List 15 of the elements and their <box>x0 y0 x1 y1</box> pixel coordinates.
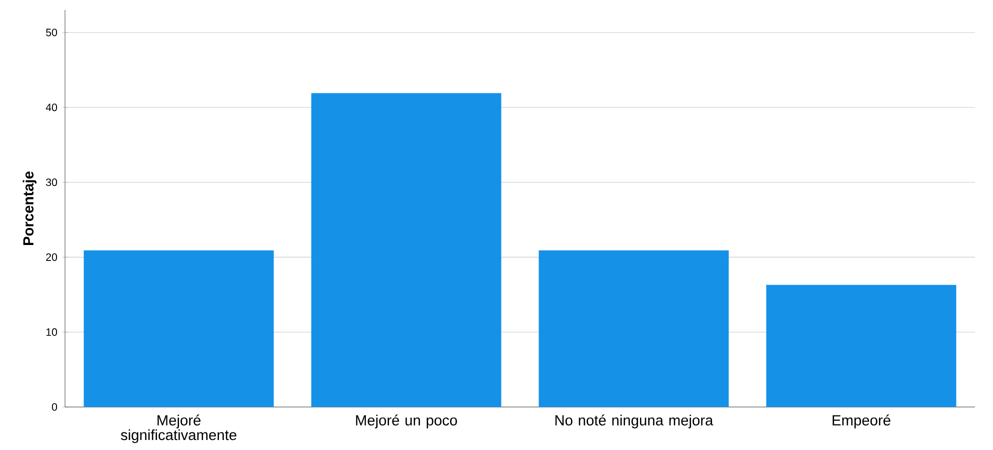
x-tick-label: No noté ninguna mejora <box>555 414 714 428</box>
y-tick-label: 20 <box>46 253 58 261</box>
y-tick-label: 40 <box>46 104 58 112</box>
x-tick-label: Empeoré <box>832 414 890 428</box>
y-tick-label: 10 <box>46 328 58 336</box>
y-tick-label: 30 <box>46 178 58 186</box>
bar <box>538 250 729 407</box>
bar <box>84 250 274 407</box>
x-tick-label: Mejoré un poco <box>356 414 457 428</box>
bar <box>766 284 956 407</box>
bar <box>311 93 502 407</box>
x-tick-label: Mejoré significativamente <box>120 414 236 444</box>
y-axis-title: Porcentaje <box>22 172 36 246</box>
y-tick-label: 0 <box>52 403 58 411</box>
y-tick-label: 50 <box>46 28 58 36</box>
